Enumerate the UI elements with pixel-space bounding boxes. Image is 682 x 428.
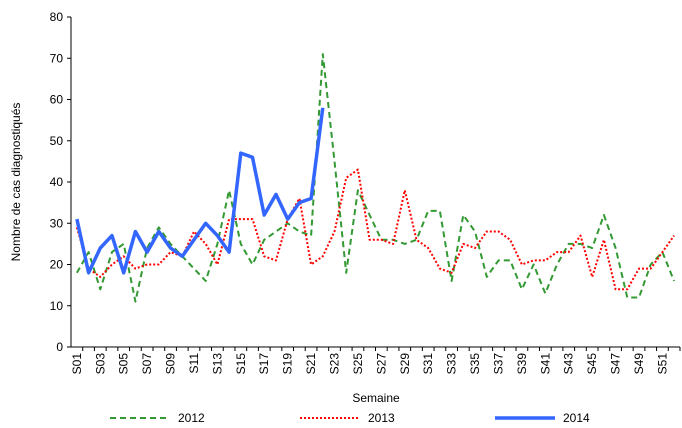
x-tick-label: S01 bbox=[70, 353, 84, 375]
legend-label: 2014 bbox=[563, 411, 590, 425]
x-tick-label: S41 bbox=[538, 353, 552, 375]
legend-label: 2012 bbox=[178, 411, 205, 425]
x-tick-label: S13 bbox=[210, 353, 224, 375]
x-tick-label: S27 bbox=[374, 353, 388, 375]
y-tick-label: 80 bbox=[50, 10, 64, 24]
y-tick-label: 10 bbox=[50, 299, 64, 313]
series-line bbox=[75, 168, 675, 291]
x-tick-label: S33 bbox=[445, 353, 459, 375]
y-tick-label: 70 bbox=[50, 51, 64, 65]
x-tick-label: S11 bbox=[187, 353, 201, 374]
x-tick-label: S47 bbox=[609, 353, 623, 375]
x-tick-label: S45 bbox=[585, 353, 599, 375]
x-tick-label: S43 bbox=[562, 353, 576, 375]
x-tick-label: S37 bbox=[491, 353, 505, 375]
x-tick-label: S39 bbox=[515, 353, 529, 375]
x-tick-label: S31 bbox=[421, 353, 435, 375]
series-line bbox=[76, 53, 676, 303]
x-tick-label: S03 bbox=[93, 353, 107, 375]
x-tick-label: S19 bbox=[281, 353, 295, 375]
y-tick-label: 60 bbox=[50, 93, 64, 107]
y-tick-label: 0 bbox=[56, 340, 63, 354]
series-line bbox=[75, 107, 325, 275]
x-tick-label: S49 bbox=[632, 353, 646, 375]
y-tick-label: 50 bbox=[50, 134, 64, 148]
x-tick-label: S05 bbox=[117, 353, 131, 375]
y-tick-label: 40 bbox=[50, 175, 64, 189]
y-tick-label: 30 bbox=[50, 216, 64, 230]
x-tick-label: S17 bbox=[257, 353, 271, 375]
x-tick-label: S23 bbox=[328, 353, 342, 375]
x-tick-label: S09 bbox=[164, 353, 178, 375]
x-tick-label: S51 bbox=[655, 353, 669, 375]
x-tick-label: S25 bbox=[351, 353, 365, 375]
x-tick-label: S15 bbox=[234, 353, 248, 375]
x-axis-label: Semaine bbox=[352, 391, 400, 405]
x-tick-label: S07 bbox=[140, 353, 154, 375]
legend-label: 2013 bbox=[368, 411, 395, 425]
x-tick-label: S35 bbox=[468, 353, 482, 375]
x-tick-label: S21 bbox=[304, 353, 318, 375]
y-tick-label: 20 bbox=[50, 258, 64, 272]
x-tick-label: S29 bbox=[398, 353, 412, 375]
y-axis-label: Nombre de cas diagnostiqués bbox=[9, 103, 23, 262]
